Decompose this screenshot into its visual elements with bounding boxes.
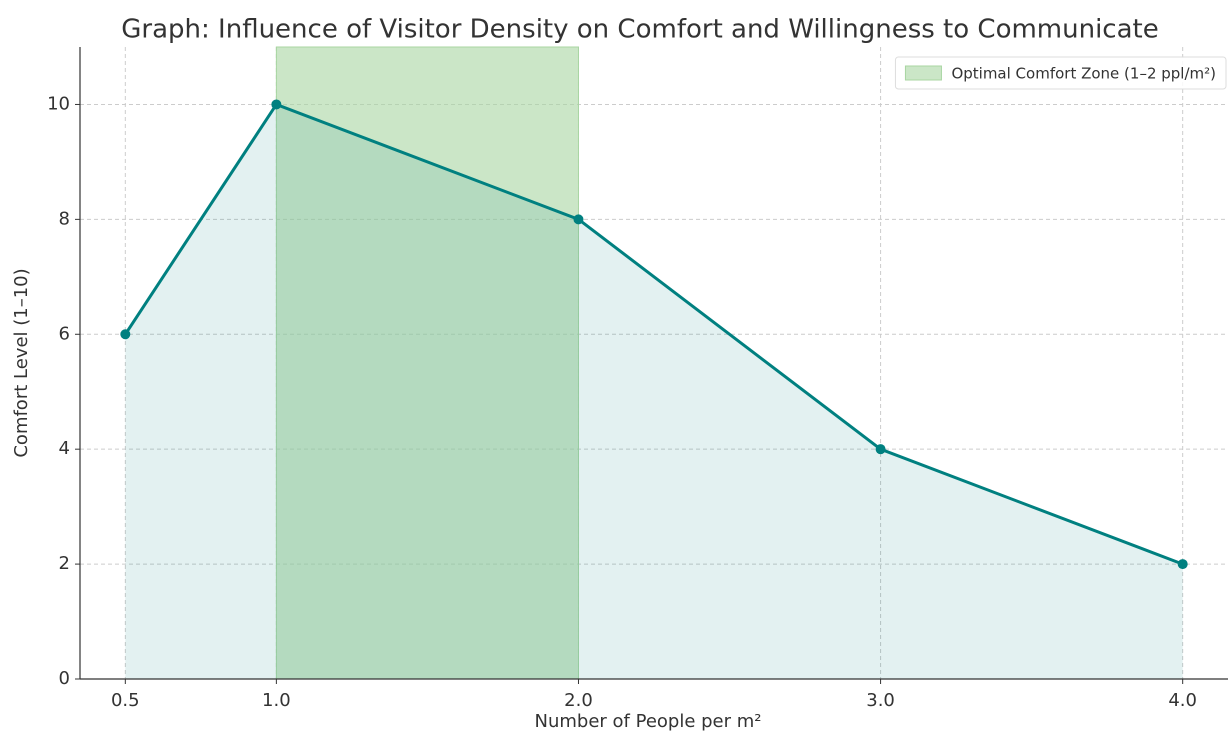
point — [573, 214, 584, 225]
x-tick-label: 2.0 — [564, 690, 593, 711]
legend-swatch — [904, 65, 942, 81]
point — [1177, 559, 1188, 570]
point — [875, 444, 886, 455]
x-axis-label: Number of People per m² — [535, 711, 762, 732]
x-tick-label: 1.0 — [262, 690, 291, 711]
legend-label: Optimal Comfort Zone (1–2 ppl/m²) — [951, 65, 1216, 83]
point — [120, 329, 131, 340]
legend: Optimal Comfort Zone (1–2 ppl/m²) — [894, 56, 1227, 90]
point — [271, 99, 282, 110]
legend-box — [894, 56, 1227, 90]
comfort-zone-span — [275, 46, 579, 680]
area — [125, 104, 1183, 680]
chart-title: Graph: Influence of Visitor Density on C… — [121, 15, 1158, 45]
y-axis-label: Comfort Level (1–10) — [11, 268, 32, 457]
y-tick-label: 8 — [59, 208, 70, 229]
y-tick-label: 4 — [59, 438, 70, 459]
x-tick-label: 3.0 — [866, 690, 895, 711]
y-tick-label: 10 — [47, 93, 70, 114]
y-tick-label: 0 — [59, 668, 70, 689]
y-tick-label: 2 — [59, 553, 70, 574]
x-tick-label: 0.5 — [111, 690, 140, 711]
y-tick-label: 6 — [59, 323, 70, 344]
x-tick-label: 4.0 — [1168, 690, 1197, 711]
